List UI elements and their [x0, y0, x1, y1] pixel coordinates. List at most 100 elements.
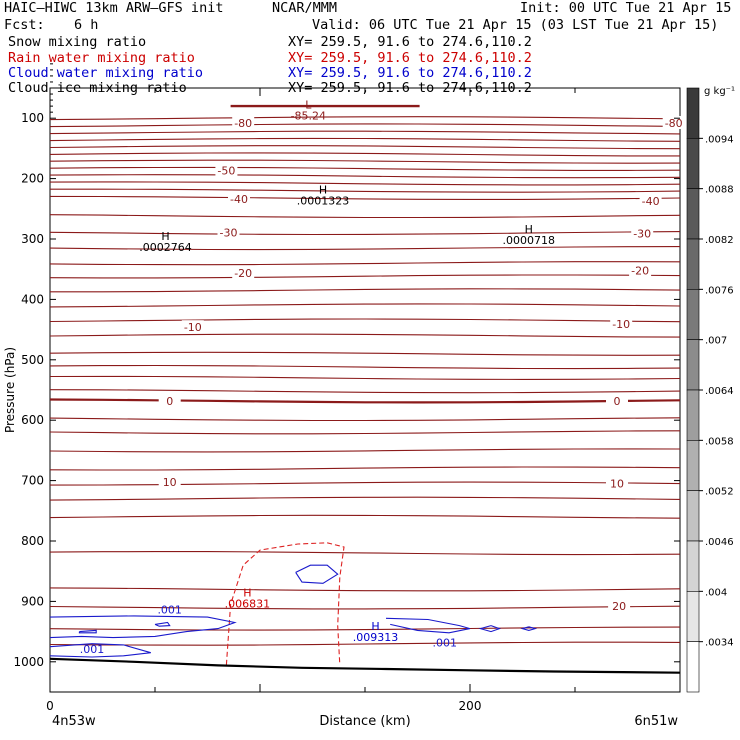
isotherm-label-text: -10	[612, 318, 630, 331]
isotherm-label-text: 10	[163, 476, 177, 489]
isotherm-label-text: -20	[631, 264, 649, 277]
isotherm	[50, 188, 681, 193]
isotherm-label-bg	[639, 193, 662, 207]
isotherm-label-text: -80	[234, 117, 252, 130]
extremum-symbol: H	[161, 230, 169, 243]
isotherm	[49, 351, 681, 356]
colorbar-tick-label: .0088	[705, 185, 734, 196]
isotherm-label-bg	[158, 393, 181, 407]
isotherm	[49, 389, 681, 394]
isotherm-label-bg	[228, 192, 250, 206]
forecast-label: Fcst:	[4, 17, 45, 33]
extremum-value: .0002764	[139, 241, 192, 254]
y-tick-label: 500	[21, 353, 44, 367]
cloud-water-contour	[478, 625, 502, 633]
isotherm-label-text: -20	[234, 267, 252, 280]
isotherm	[49, 626, 681, 631]
colorbar-tick-label: .0064	[705, 386, 734, 397]
field-xy-snow: XY= 259.5, 91.6 to 274.6,110.2	[288, 34, 532, 50]
terrain	[49, 657, 681, 674]
y-tick-label: 200	[21, 172, 44, 186]
isotherm-label: -30	[631, 226, 654, 241]
colorbar-tick-label: .0082	[705, 235, 734, 246]
isotherm-label: -40	[228, 192, 250, 206]
x-axis-label: Distance (km)	[319, 714, 410, 729]
extremum-symbol: H	[525, 223, 533, 236]
isotherm-label-text: -30	[220, 226, 238, 239]
temperature-isotherms	[49, 104, 681, 646]
cloud-water-contour	[385, 617, 471, 634]
isotherm	[49, 375, 681, 380]
isotherm-label-bg	[606, 393, 628, 407]
extremum-symbol: H	[319, 184, 327, 197]
field-name-snow: Snow mixing ratio	[8, 34, 147, 50]
isotherm-label: -50	[215, 163, 238, 178]
x-tick-label: 200	[459, 699, 482, 713]
colorbar-tick-label: .0034	[705, 638, 734, 649]
extremum-value: .0000718	[503, 234, 556, 247]
colorbar-tick-label: .0076	[705, 285, 734, 296]
isotherm	[49, 231, 681, 236]
extremum-value: .009313	[353, 631, 399, 644]
colorbar-swatch	[686, 641, 700, 693]
isotherm	[49, 123, 681, 128]
y-tick-label: 600	[21, 413, 44, 427]
isotherm	[49, 587, 681, 592]
colorbar-swatch	[686, 289, 700, 340]
isotherm-label-text: 20	[612, 600, 626, 613]
field-xy-cloud-ice: XY= 259.5, 91.6 to 274.6,110.2	[288, 80, 532, 96]
field-xy-cloud-water: XY= 259.5, 91.6 to 274.6,110.2	[288, 65, 532, 81]
isotherm-label-bg	[217, 225, 240, 239]
isotherm-label: -80	[232, 116, 255, 130]
colorbar-unit: g kg⁻¹	[704, 86, 735, 97]
isotherm-label: -30	[217, 225, 240, 239]
isotherm	[49, 159, 681, 164]
cloud-water-label: .001	[433, 636, 458, 649]
isotherm	[49, 496, 681, 501]
isotherm-label-bg	[181, 320, 204, 334]
colorbar-swatch	[686, 188, 700, 240]
isotherm	[49, 333, 681, 338]
x-tick-label: 0	[46, 699, 54, 713]
cloud-water-contour	[49, 643, 151, 658]
organization-label: NCAR/MMM	[272, 0, 338, 16]
isotherm	[49, 551, 681, 556]
isotherm-label-text: -30	[633, 228, 651, 241]
isotherm	[49, 214, 681, 219]
isotherm	[49, 466, 681, 471]
right-endpoint-label: 6n51w	[634, 714, 678, 729]
isotherm	[49, 318, 681, 323]
isotherm-label: 0	[606, 393, 628, 408]
cloud-water-label: .001	[80, 643, 105, 656]
left-endpoint-label: 4n53w	[52, 714, 96, 729]
isotherm	[49, 152, 680, 157]
isotherm	[49, 481, 681, 486]
isotherm-label: -20	[629, 263, 652, 277]
model-title: HAIC–HIWC 13km ARW–GFS init	[4, 0, 224, 16]
field-name-rain: Rain water mixing ratio	[8, 50, 195, 66]
colorbar-swatch	[686, 440, 700, 491]
isotherm	[49, 261, 681, 266]
cloud-water-contour	[154, 621, 171, 627]
extremum-symbol: L	[305, 99, 312, 112]
valid-time: Valid: 06 UTC Tue 21 Apr 15 (03 LST Tue …	[312, 17, 719, 33]
isotherm	[49, 430, 681, 435]
isotherm	[49, 364, 681, 370]
extremum-symbol: H	[371, 620, 379, 633]
isotherm-label: -80	[662, 116, 685, 130]
colorbar-tick-label: .0058	[705, 436, 734, 447]
cloud-water-contours	[49, 564, 538, 658]
y-tick-label: 900	[21, 594, 44, 608]
isotherm	[49, 398, 681, 404]
isotherm-label-bg	[232, 265, 255, 279]
contour-labels: -80 -80 -50 -40 -40 -30 -30 -20 -20 -10 -10 0 0 10 10 2…	[80, 99, 685, 656]
isotherm	[49, 303, 681, 308]
isotherm	[49, 116, 681, 121]
isotherm-label-text: -40	[642, 195, 660, 208]
isotherm-label-bg	[629, 263, 652, 277]
rain-contour	[225, 542, 345, 665]
field-xy-rain: XY= 259.5, 91.6 to 274.6,110.2	[288, 50, 532, 66]
colorbar-swatch	[686, 87, 700, 139]
isotherm	[49, 641, 681, 646]
